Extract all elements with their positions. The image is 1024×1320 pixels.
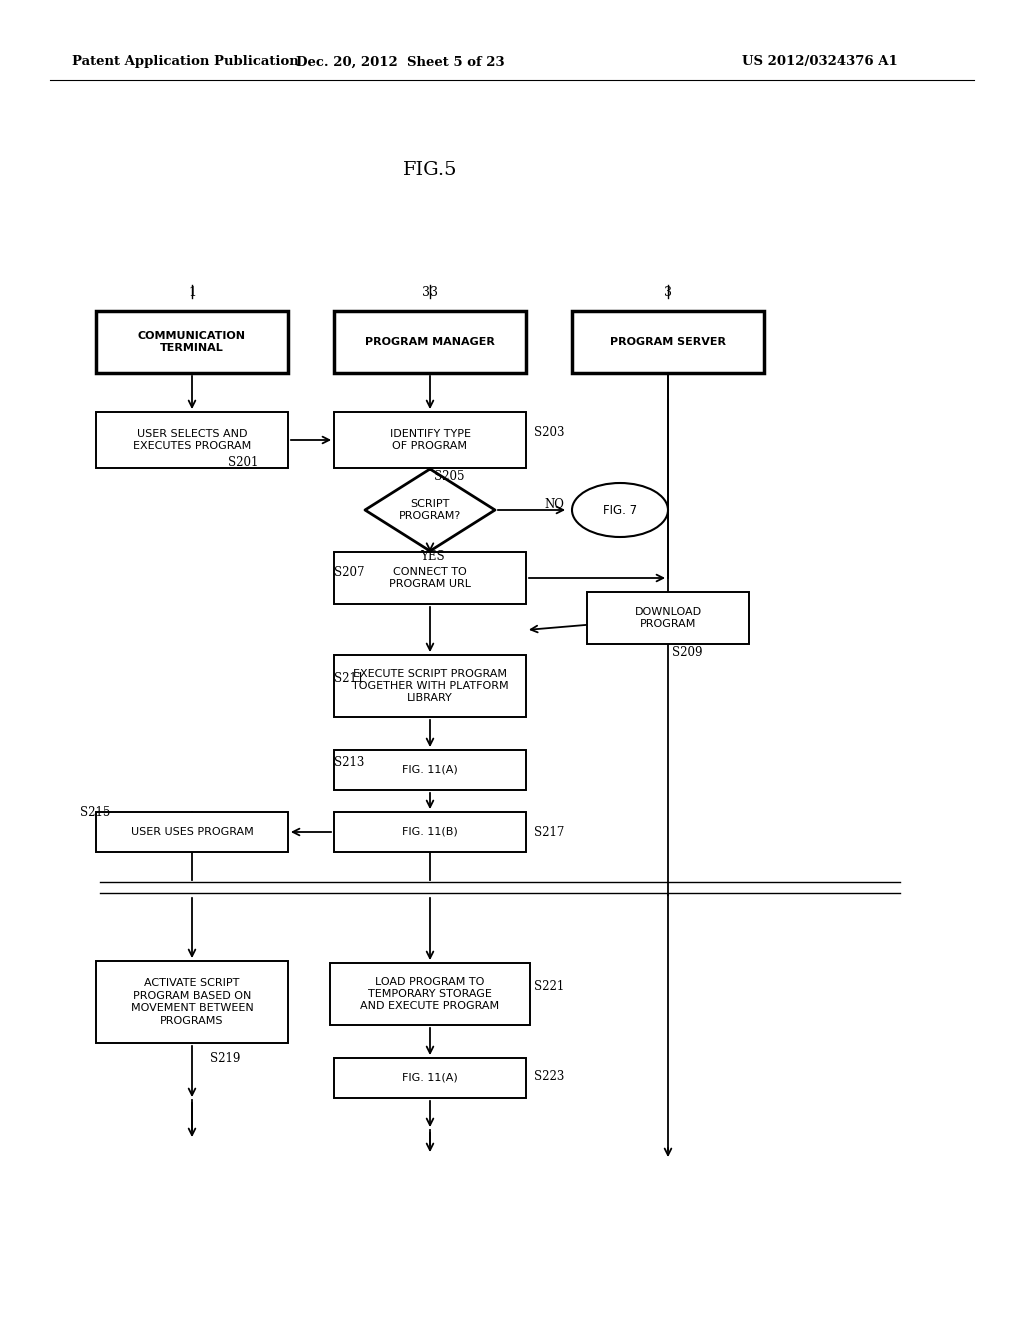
Text: Dec. 20, 2012  Sheet 5 of 23: Dec. 20, 2012 Sheet 5 of 23 (296, 55, 504, 69)
Bar (334, 412, 526, 469)
Text: DOWNLOAD
PROGRAM: DOWNLOAD PROGRAM (635, 607, 701, 630)
Text: S211: S211 (334, 672, 365, 685)
Text: USER USES PROGRAM: USER USES PROGRAM (131, 828, 253, 837)
Bar (330, 964, 530, 1026)
Text: US 2012/0324376 A1: US 2012/0324376 A1 (742, 55, 898, 69)
Text: S203: S203 (534, 425, 564, 438)
Ellipse shape (572, 483, 668, 537)
Text: S221: S221 (534, 979, 564, 993)
Text: S217: S217 (534, 825, 564, 838)
Text: CONNECT TO
PROGRAM URL: CONNECT TO PROGRAM URL (389, 566, 471, 589)
Bar (334, 812, 526, 851)
Bar (572, 312, 764, 374)
Text: COMMUNICATION
TERMINAL: COMMUNICATION TERMINAL (138, 331, 246, 354)
Text: FIG. 11(B): FIG. 11(B) (402, 828, 458, 837)
Text: USER SELECTS AND
EXECUTES PROGRAM: USER SELECTS AND EXECUTES PROGRAM (133, 429, 251, 451)
Text: S215: S215 (80, 805, 111, 818)
Text: S213: S213 (334, 755, 365, 768)
Text: S209: S209 (672, 645, 702, 659)
Bar (96, 812, 288, 851)
Text: FIG. 11(A): FIG. 11(A) (402, 1073, 458, 1082)
Text: 1: 1 (188, 285, 196, 298)
Text: S223: S223 (534, 1069, 564, 1082)
Text: EXECUTE SCRIPT PROGRAM
TOGETHER WITH PLATFORM
LIBRARY: EXECUTE SCRIPT PROGRAM TOGETHER WITH PLA… (351, 669, 508, 704)
Bar (96, 961, 288, 1043)
Text: S219: S219 (210, 1052, 241, 1064)
Text: FIG. 11(A): FIG. 11(A) (402, 766, 458, 775)
Bar (587, 591, 749, 644)
Text: S205: S205 (434, 470, 465, 483)
Text: SCRIPT
PROGRAM?: SCRIPT PROGRAM? (399, 499, 461, 521)
Text: S201: S201 (228, 455, 258, 469)
Text: 3: 3 (664, 285, 672, 298)
Text: ACTIVATE SCRIPT
PROGRAM BASED ON
MOVEMENT BETWEEN
PROGRAMS: ACTIVATE SCRIPT PROGRAM BASED ON MOVEMEN… (131, 978, 253, 1026)
Bar (96, 312, 288, 374)
Text: IDENTIFY TYPE
OF PROGRAM: IDENTIFY TYPE OF PROGRAM (389, 429, 470, 451)
Text: FIG.5: FIG.5 (402, 161, 458, 180)
Bar (334, 1059, 526, 1098)
Text: PROGRAM MANAGER: PROGRAM MANAGER (366, 337, 495, 347)
Bar (96, 412, 288, 469)
Text: 33: 33 (422, 285, 438, 298)
Text: LOAD PROGRAM TO
TEMPORARY STORAGE
AND EXECUTE PROGRAM: LOAD PROGRAM TO TEMPORARY STORAGE AND EX… (360, 977, 500, 1011)
Bar (334, 552, 526, 605)
Text: PROGRAM SERVER: PROGRAM SERVER (610, 337, 726, 347)
Text: YES: YES (420, 549, 444, 562)
Bar (334, 312, 526, 374)
Bar (334, 655, 526, 717)
Text: FIG. 7: FIG. 7 (603, 503, 637, 516)
Text: S207: S207 (334, 565, 365, 578)
Bar (334, 750, 526, 789)
Text: Patent Application Publication: Patent Application Publication (72, 55, 299, 69)
Text: NO: NO (544, 498, 564, 511)
